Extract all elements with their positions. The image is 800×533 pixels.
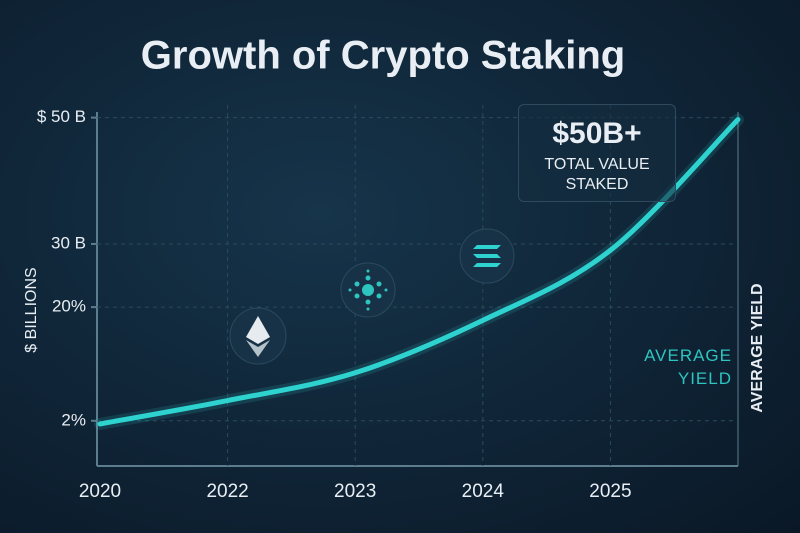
x-tick-label: 2024 xyxy=(462,481,505,502)
eth-shape xyxy=(246,316,270,344)
x-tick-label: 2020 xyxy=(79,481,121,502)
line xyxy=(97,117,741,427)
y-tick-label: 30 B xyxy=(51,233,86,252)
y-axis-label: $ BILLIONS xyxy=(23,267,40,352)
axes xyxy=(96,112,739,467)
chart-title: Growth of Crypto Staking xyxy=(141,34,625,78)
callout-value: $50B+ xyxy=(552,117,642,150)
x-tick-label: 2022 xyxy=(206,481,248,502)
callout-box: $50B+ TOTAL VALUE STAKED xyxy=(518,104,676,202)
y2-axis-label: AVERAGE YIELD xyxy=(749,283,766,412)
y-tick-label: 2% xyxy=(61,410,86,429)
x-tick-label: 2025 xyxy=(589,481,631,502)
annotation: AVERAGE YIELD xyxy=(644,346,732,388)
callout-text: TOTAL VALUE STAKED xyxy=(544,156,650,193)
x-tick-label: 2023 xyxy=(334,481,376,502)
y-tick-label: $ 50 B xyxy=(37,107,86,126)
ada-dots xyxy=(348,269,388,311)
sol-bars xyxy=(473,245,501,267)
eth-shape xyxy=(246,340,270,357)
y-tick-label: 20% xyxy=(52,297,86,316)
coin-icons xyxy=(229,228,515,365)
